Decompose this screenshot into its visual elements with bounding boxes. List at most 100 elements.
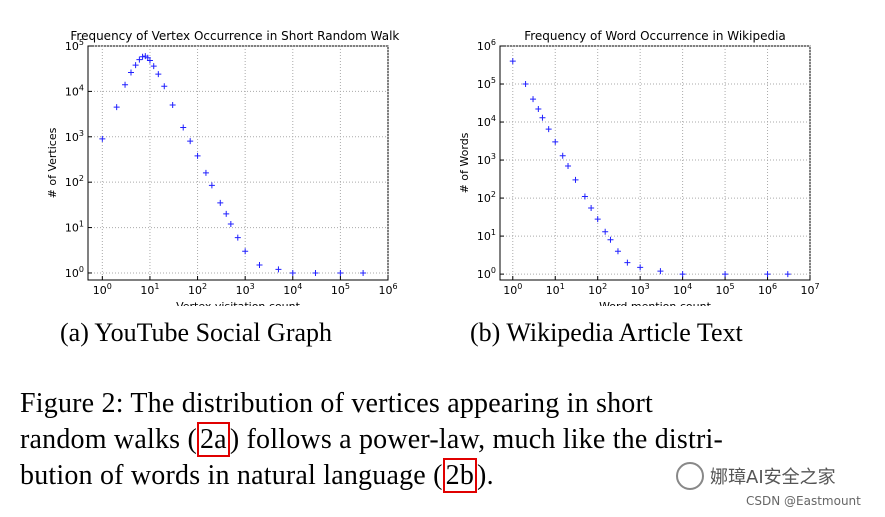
- data-point: [624, 259, 631, 266]
- chart-title: Frequency of Word Occurrence in Wikipedi…: [524, 29, 786, 43]
- y-tick-label: 104: [65, 83, 84, 98]
- data-point: [150, 63, 157, 70]
- y-tick-label: 101: [65, 220, 84, 235]
- data-point: [217, 199, 224, 206]
- data-point: [194, 152, 201, 159]
- watermark-text: 娜璋AI安全之家: [710, 467, 836, 488]
- y-tick-label: 105: [65, 38, 84, 53]
- data-point: [99, 135, 106, 142]
- data-point: [559, 152, 566, 159]
- x-tick-label: 104: [283, 282, 302, 297]
- y-tick-label: 100: [65, 265, 84, 280]
- caption-b: (b) Wikipedia Article Text: [470, 318, 743, 347]
- data-point: [122, 81, 129, 88]
- y-tick-label: 104: [477, 114, 496, 129]
- caption-text: bution of words in natural language (: [20, 460, 443, 491]
- data-point: [679, 271, 686, 278]
- data-point: [565, 162, 572, 169]
- data-point: [132, 62, 139, 69]
- x-tick-label: 106: [378, 282, 397, 297]
- data-point: [169, 102, 176, 109]
- x-tick-label: 105: [716, 282, 735, 297]
- y-tick-label: 102: [65, 174, 84, 189]
- x-tick-label: 100: [93, 282, 112, 297]
- y-tick-label: 105: [477, 76, 496, 91]
- x-tick-label: 101: [546, 282, 565, 297]
- data-point: [256, 261, 263, 268]
- watermark: 娜璋AI安全之家: [676, 462, 836, 492]
- data-point: [275, 266, 282, 273]
- data-point: [155, 71, 162, 78]
- y-tick-label: 103: [477, 152, 496, 167]
- x-tick-label: 105: [331, 282, 350, 297]
- data-point: [522, 81, 529, 88]
- data-point: [552, 138, 559, 145]
- figure-caption-line-2: random walks (2a) follows a power-law, m…: [20, 422, 723, 457]
- data-point: [539, 114, 546, 121]
- caption-text: random walks (: [20, 424, 197, 455]
- data-point: [234, 234, 241, 241]
- data-point: [146, 57, 153, 64]
- figure-caption-line-1: Figure 2: The distribution of vertices a…: [20, 388, 653, 419]
- data-point: [208, 182, 215, 189]
- x-tick-label: 103: [236, 282, 255, 297]
- data-point: [337, 269, 344, 276]
- y-tick-label: 101: [477, 228, 496, 243]
- data-point: [139, 53, 146, 60]
- x-axis-label: Vertex visitation count: [176, 300, 301, 306]
- credit-text: CSDN @Eastmount: [746, 494, 861, 508]
- chart-a: Frequency of Vertex Occurrence in Short …: [46, 29, 400, 306]
- plot-frame: [87, 45, 389, 281]
- plot-frame: [499, 45, 811, 281]
- y-tick-label: 102: [477, 190, 496, 205]
- data-point: [180, 124, 187, 131]
- y-axis-label: # of Words: [458, 132, 471, 193]
- ref-2b-link[interactable]: 2b: [442, 458, 478, 493]
- data-point: [764, 271, 771, 278]
- data-point: [161, 83, 168, 90]
- ref-2a-link[interactable]: 2a: [196, 422, 230, 457]
- data-point: [572, 176, 579, 183]
- x-tick-label: 107: [800, 282, 819, 297]
- data-point: [657, 268, 664, 275]
- data-point: [187, 138, 194, 145]
- data-point: [360, 269, 367, 276]
- wechat-icon: [676, 462, 704, 490]
- data-point: [594, 216, 601, 223]
- data-points: [99, 53, 367, 276]
- caption-text: ).: [477, 460, 494, 491]
- data-point: [312, 269, 319, 276]
- data-points: [509, 58, 791, 278]
- x-tick-label: 103: [631, 282, 650, 297]
- data-point: [223, 210, 230, 217]
- data-point: [614, 248, 621, 255]
- data-point: [127, 69, 134, 76]
- x-tick-label: 104: [673, 282, 692, 297]
- x-axis-label: Word mention count: [599, 300, 712, 306]
- x-tick-label: 102: [188, 282, 207, 297]
- data-point: [535, 106, 542, 113]
- data-point: [545, 126, 552, 133]
- chart-title: Frequency of Vertex Occurrence in Short …: [70, 29, 400, 43]
- data-point: [581, 193, 588, 200]
- y-tick-label: 100: [477, 266, 496, 281]
- caption-text: ) follows a power-law, much like the dis…: [229, 424, 723, 455]
- data-point: [202, 169, 209, 176]
- figure-caption-line-3: bution of words in natural language (2b)…: [20, 458, 494, 493]
- data-point: [242, 248, 249, 255]
- data-point: [530, 96, 537, 103]
- data-point: [136, 56, 143, 63]
- data-point: [289, 269, 296, 276]
- x-tick-label: 101: [140, 282, 159, 297]
- y-axis-label: # of Vertices: [46, 127, 59, 198]
- x-tick-label: 100: [503, 282, 522, 297]
- chart-b: Frequency of Word Occurrence in Wikipedi…: [458, 29, 820, 306]
- x-tick-label: 106: [758, 282, 777, 297]
- data-point: [607, 236, 614, 243]
- caption-a: (a) YouTube Social Graph: [60, 318, 333, 347]
- data-point: [637, 264, 644, 271]
- data-point: [602, 228, 609, 235]
- x-tick-label: 102: [588, 282, 607, 297]
- data-point: [588, 204, 595, 211]
- y-tick-label: 103: [65, 129, 84, 144]
